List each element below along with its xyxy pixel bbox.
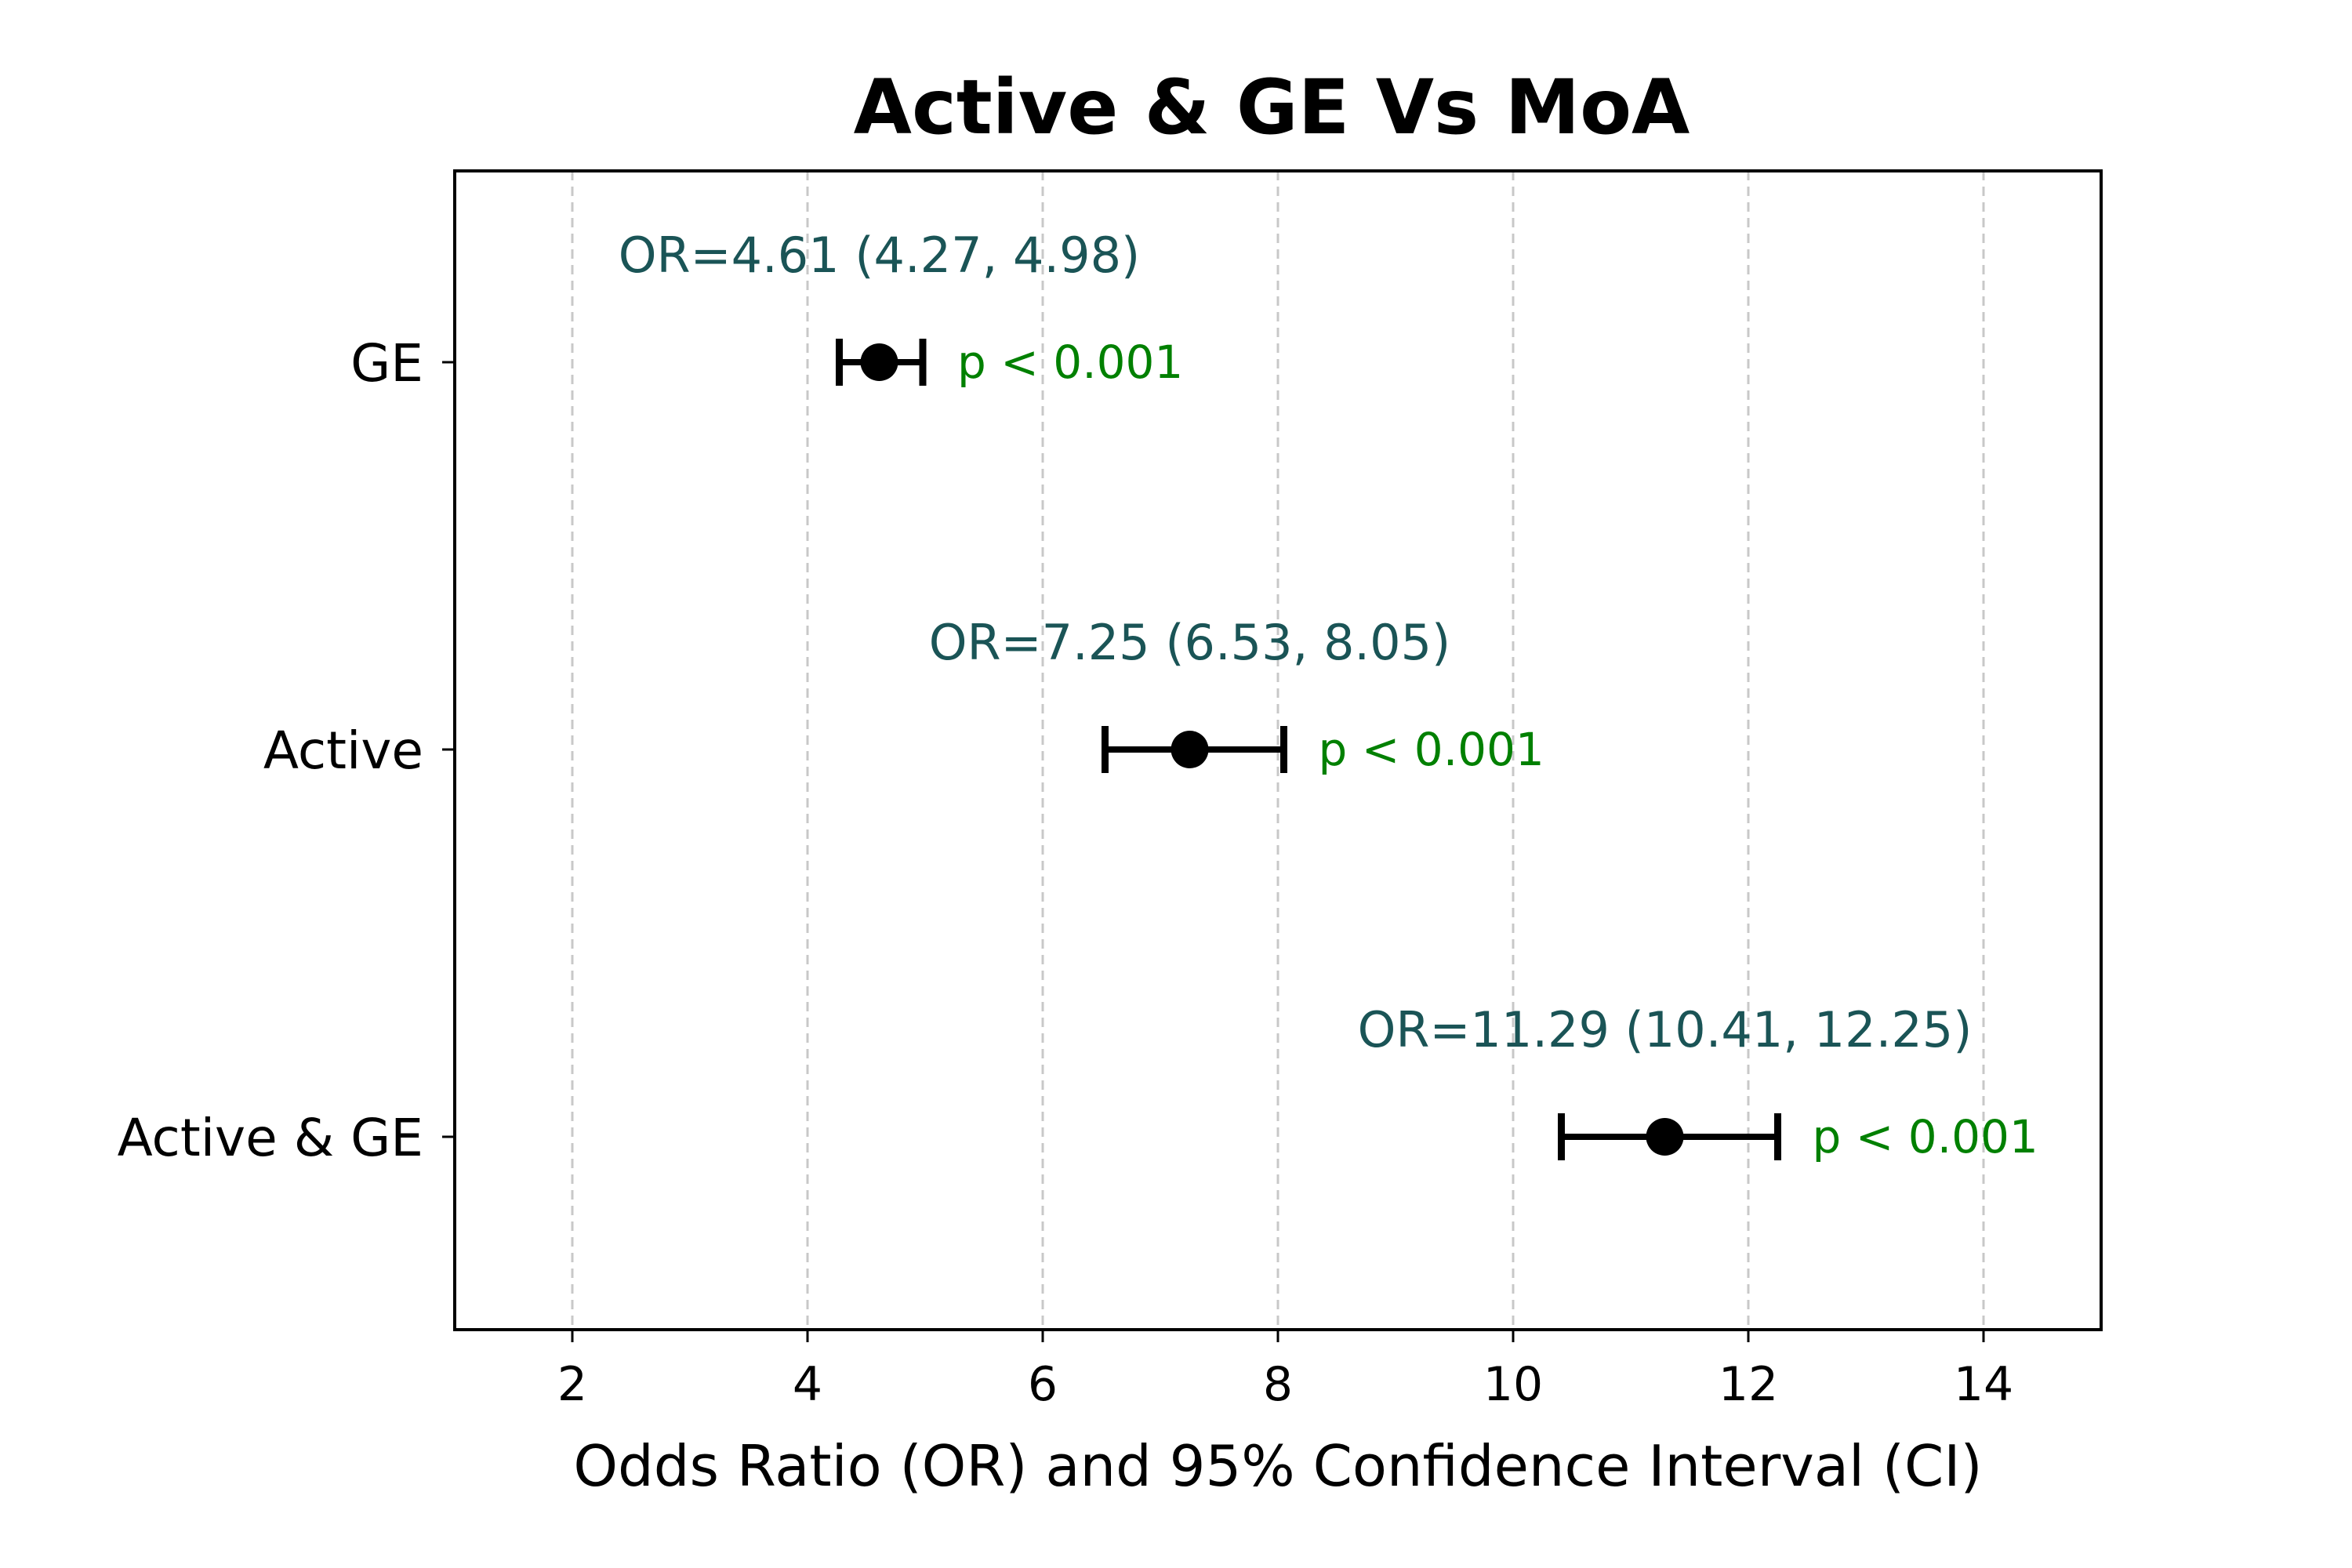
- y-tick-label: Active: [263, 720, 423, 781]
- data-marks: OR=4.61 (4.27, 4.98) p < 0.001 OR=7.25 (6.…: [619, 227, 2038, 1163]
- or-point: [860, 343, 898, 381]
- x-tick-label: 10: [1483, 1357, 1543, 1412]
- or-annotation: OR=7.25 (6.53, 8.05): [929, 614, 1450, 671]
- chart-title: Active & GE Vs MoA: [854, 64, 1690, 151]
- x-tick-label: 6: [1028, 1357, 1058, 1412]
- x-tick-label: 8: [1263, 1357, 1293, 1412]
- x-tick-label: 14: [1954, 1357, 2013, 1412]
- p-value-label: p < 0.001: [1813, 1110, 2038, 1163]
- p-value-label: p < 0.001: [1319, 723, 1544, 776]
- axis-ticks: 2 4 6 8 10 12 14 GE Active Active & GE: [118, 333, 2014, 1412]
- or-annotation: OR=11.29 (10.41, 12.25): [1358, 1001, 1973, 1058]
- or-point: [1646, 1118, 1684, 1156]
- or-point: [1171, 731, 1209, 768]
- y-tick-label: GE: [350, 333, 423, 394]
- p-value-label: p < 0.001: [957, 336, 1183, 389]
- x-tick-label: 12: [1719, 1357, 1778, 1412]
- x-tick-label: 4: [793, 1357, 822, 1412]
- x-tick-label: 2: [557, 1357, 587, 1412]
- x-axis-label: Odds Ratio (OR) and 95% Confidence Inter…: [573, 1433, 1982, 1499]
- y-tick-label: Active & GE: [118, 1108, 423, 1168]
- or-annotation: OR=4.61 (4.27, 4.98): [619, 227, 1140, 284]
